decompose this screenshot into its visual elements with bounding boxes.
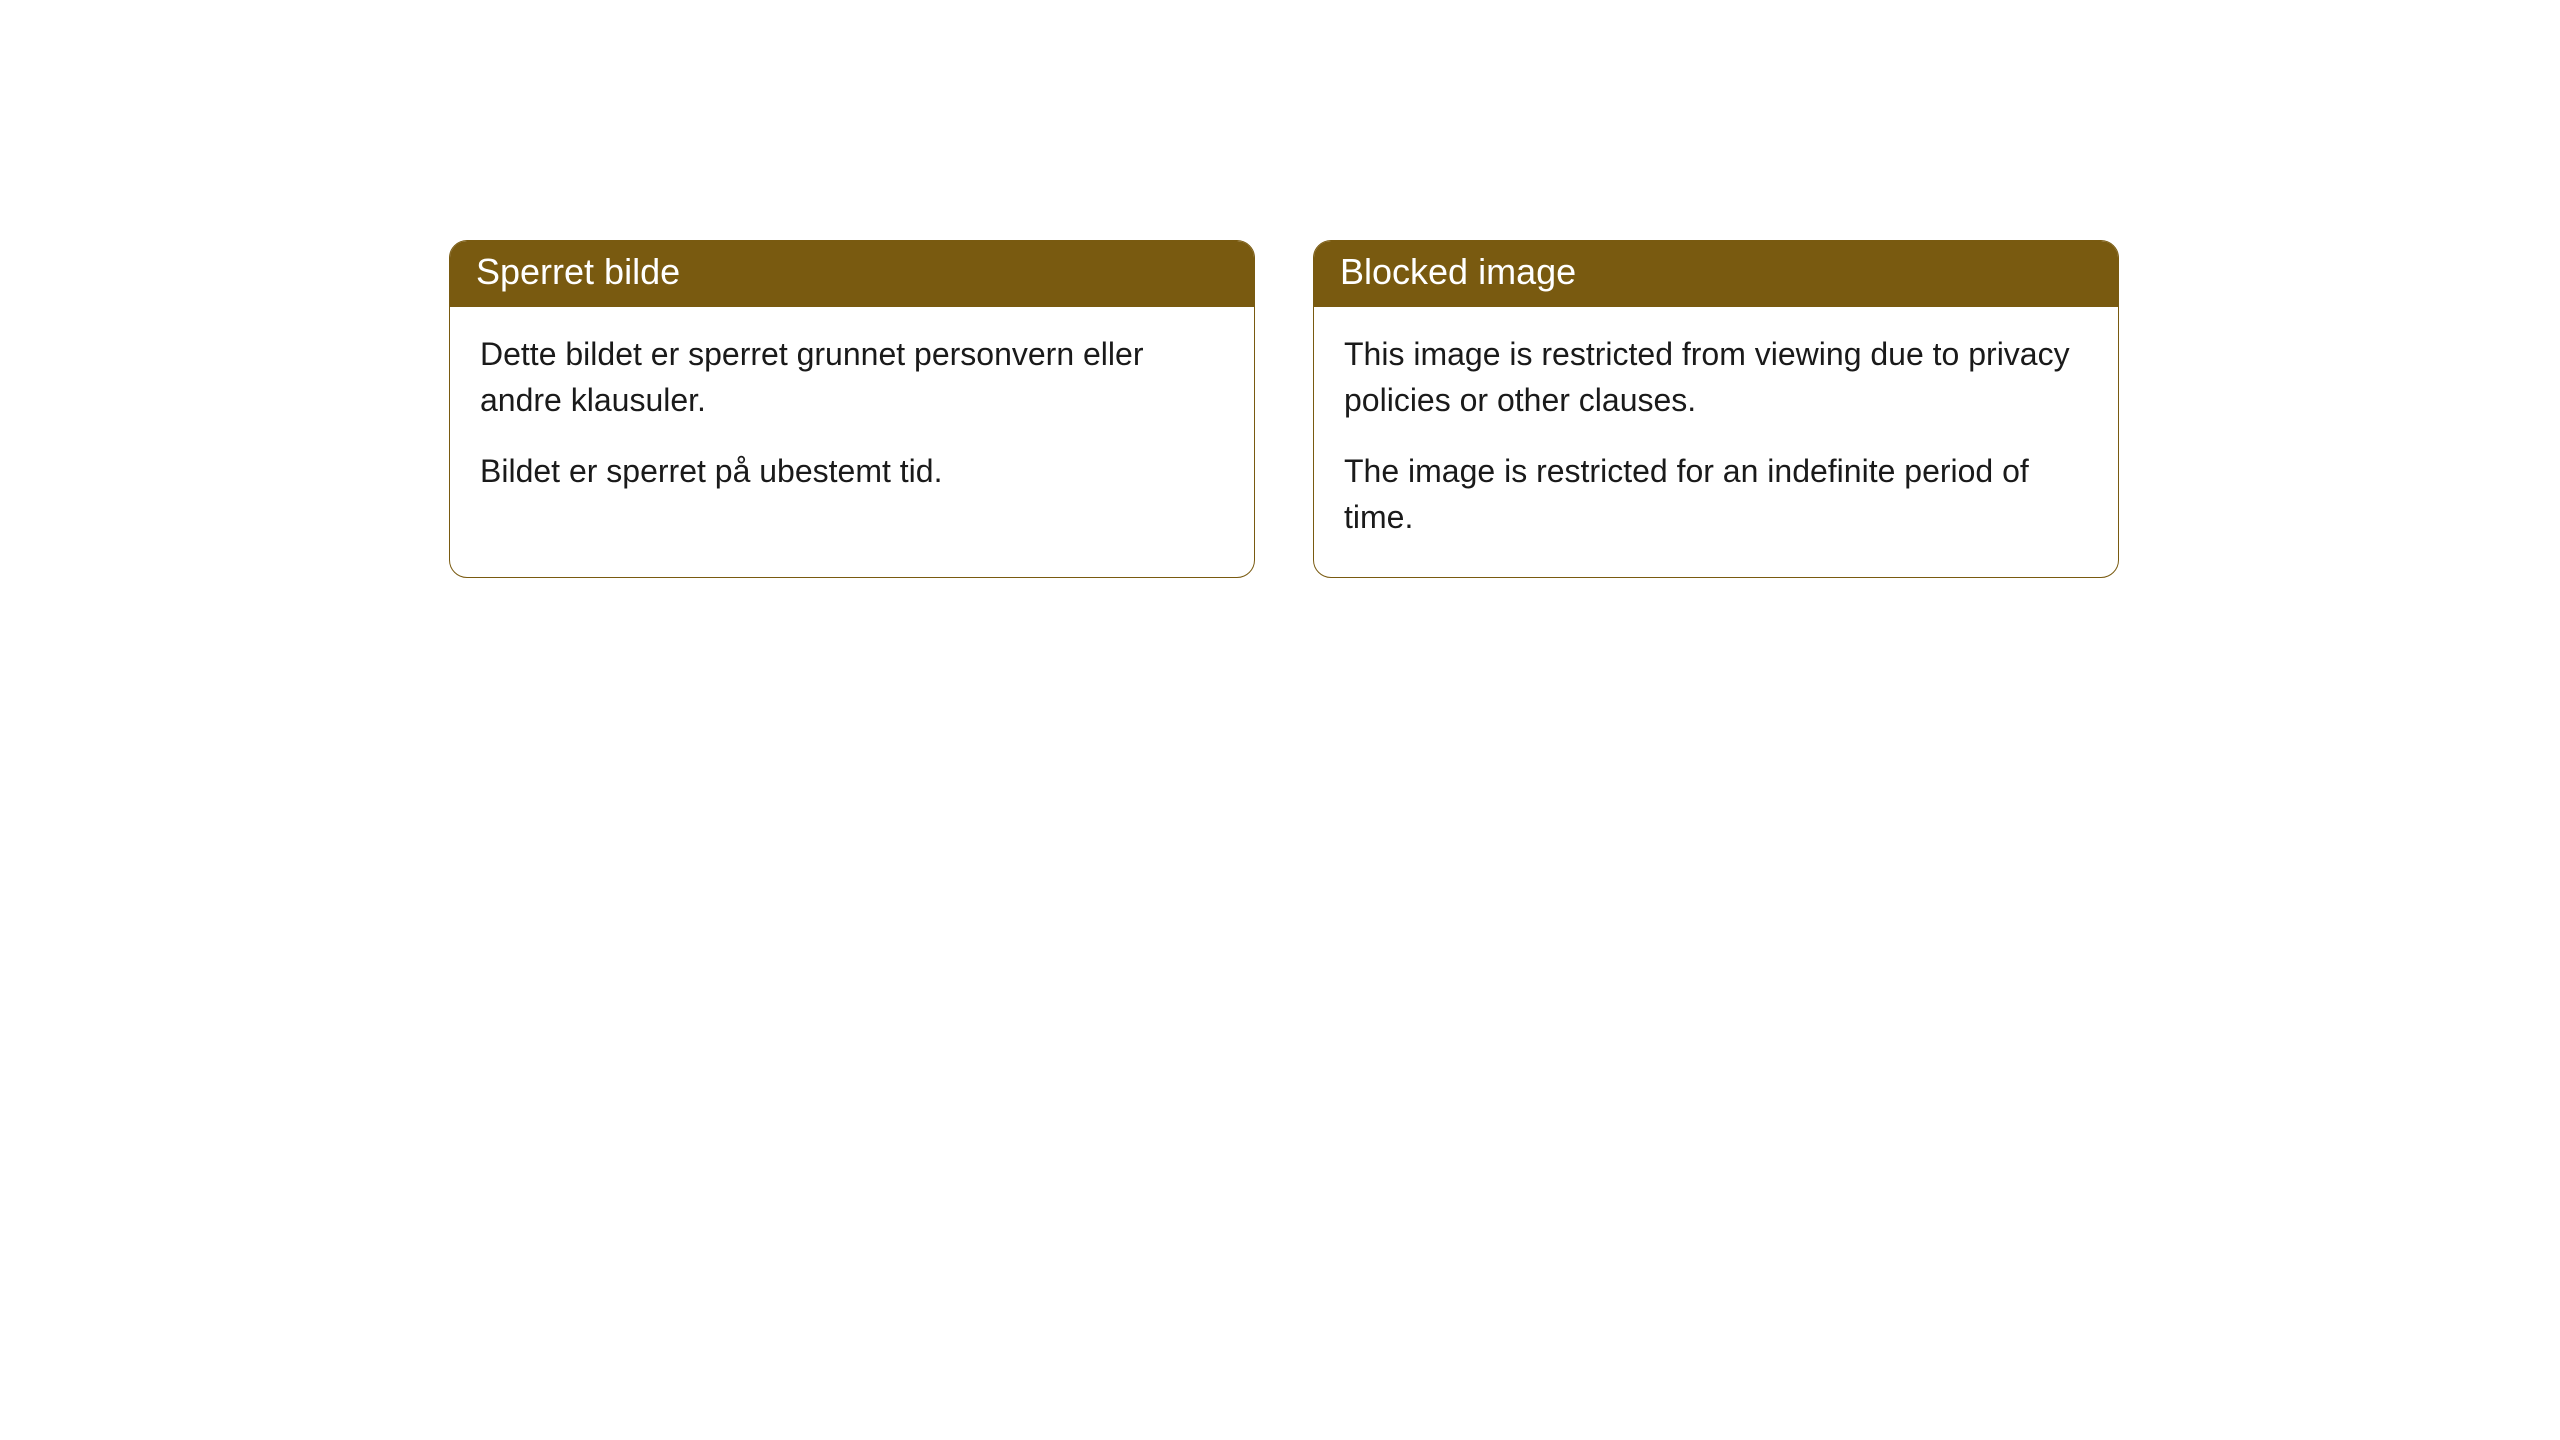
card-body: This image is restricted from viewing du… (1314, 307, 2118, 577)
card-header: Sperret bilde (450, 241, 1254, 307)
card-title: Blocked image (1340, 251, 1576, 292)
card-paragraph-2: Bildet er sperret på ubestemt tid. (480, 448, 1224, 494)
card-paragraph-1: This image is restricted from viewing du… (1344, 331, 2088, 424)
blocked-image-card-no: Sperret bilde Dette bildet er sperret gr… (449, 240, 1255, 578)
card-paragraph-2: The image is restricted for an indefinit… (1344, 448, 2088, 541)
notice-container: Sperret bilde Dette bildet er sperret gr… (449, 240, 2119, 578)
card-paragraph-1: Dette bildet er sperret grunnet personve… (480, 331, 1224, 424)
blocked-image-card-en: Blocked image This image is restricted f… (1313, 240, 2119, 578)
card-header: Blocked image (1314, 241, 2118, 307)
card-title: Sperret bilde (476, 251, 680, 292)
card-body: Dette bildet er sperret grunnet personve… (450, 307, 1254, 530)
